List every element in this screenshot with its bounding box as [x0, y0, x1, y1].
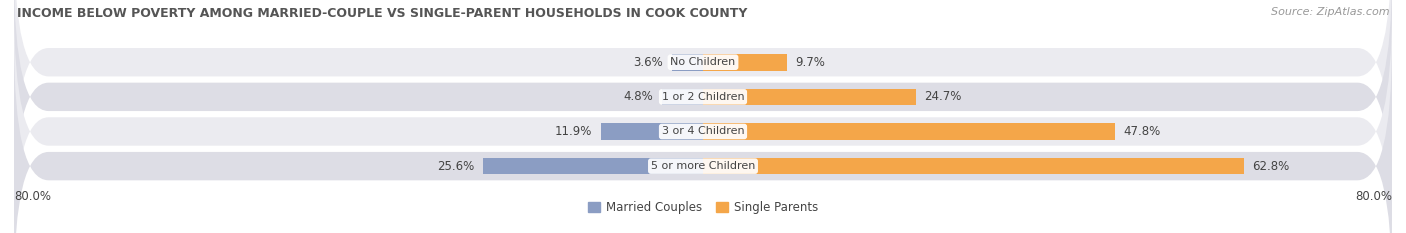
Text: 24.7%: 24.7%: [924, 90, 962, 103]
Bar: [703, 158, 1244, 175]
Legend: Married Couples, Single Parents: Married Couples, Single Parents: [583, 197, 823, 219]
Text: 4.8%: 4.8%: [623, 90, 652, 103]
Text: 9.7%: 9.7%: [796, 56, 825, 69]
Text: 5 or more Children: 5 or more Children: [651, 161, 755, 171]
Bar: [703, 123, 1115, 140]
Text: INCOME BELOW POVERTY AMONG MARRIED-COUPLE VS SINGLE-PARENT HOUSEHOLDS IN COOK CO: INCOME BELOW POVERTY AMONG MARRIED-COUPL…: [17, 7, 747, 20]
FancyBboxPatch shape: [14, 42, 1392, 233]
Bar: [703, 54, 786, 71]
Bar: [482, 158, 703, 175]
Text: 80.0%: 80.0%: [1355, 190, 1392, 203]
Text: Source: ZipAtlas.com: Source: ZipAtlas.com: [1271, 7, 1389, 17]
FancyBboxPatch shape: [14, 0, 1392, 221]
Bar: [672, 54, 703, 71]
FancyBboxPatch shape: [14, 0, 1392, 187]
Text: No Children: No Children: [671, 57, 735, 67]
Text: 62.8%: 62.8%: [1253, 160, 1289, 173]
Text: 47.8%: 47.8%: [1123, 125, 1160, 138]
Bar: [600, 123, 703, 140]
Bar: [703, 89, 915, 105]
Text: 3 or 4 Children: 3 or 4 Children: [662, 127, 744, 137]
Bar: [662, 89, 703, 105]
Text: 80.0%: 80.0%: [14, 190, 51, 203]
FancyBboxPatch shape: [14, 7, 1392, 233]
Text: 1 or 2 Children: 1 or 2 Children: [662, 92, 744, 102]
Text: 25.6%: 25.6%: [437, 160, 474, 173]
Text: 3.6%: 3.6%: [634, 56, 664, 69]
Text: 11.9%: 11.9%: [554, 125, 592, 138]
